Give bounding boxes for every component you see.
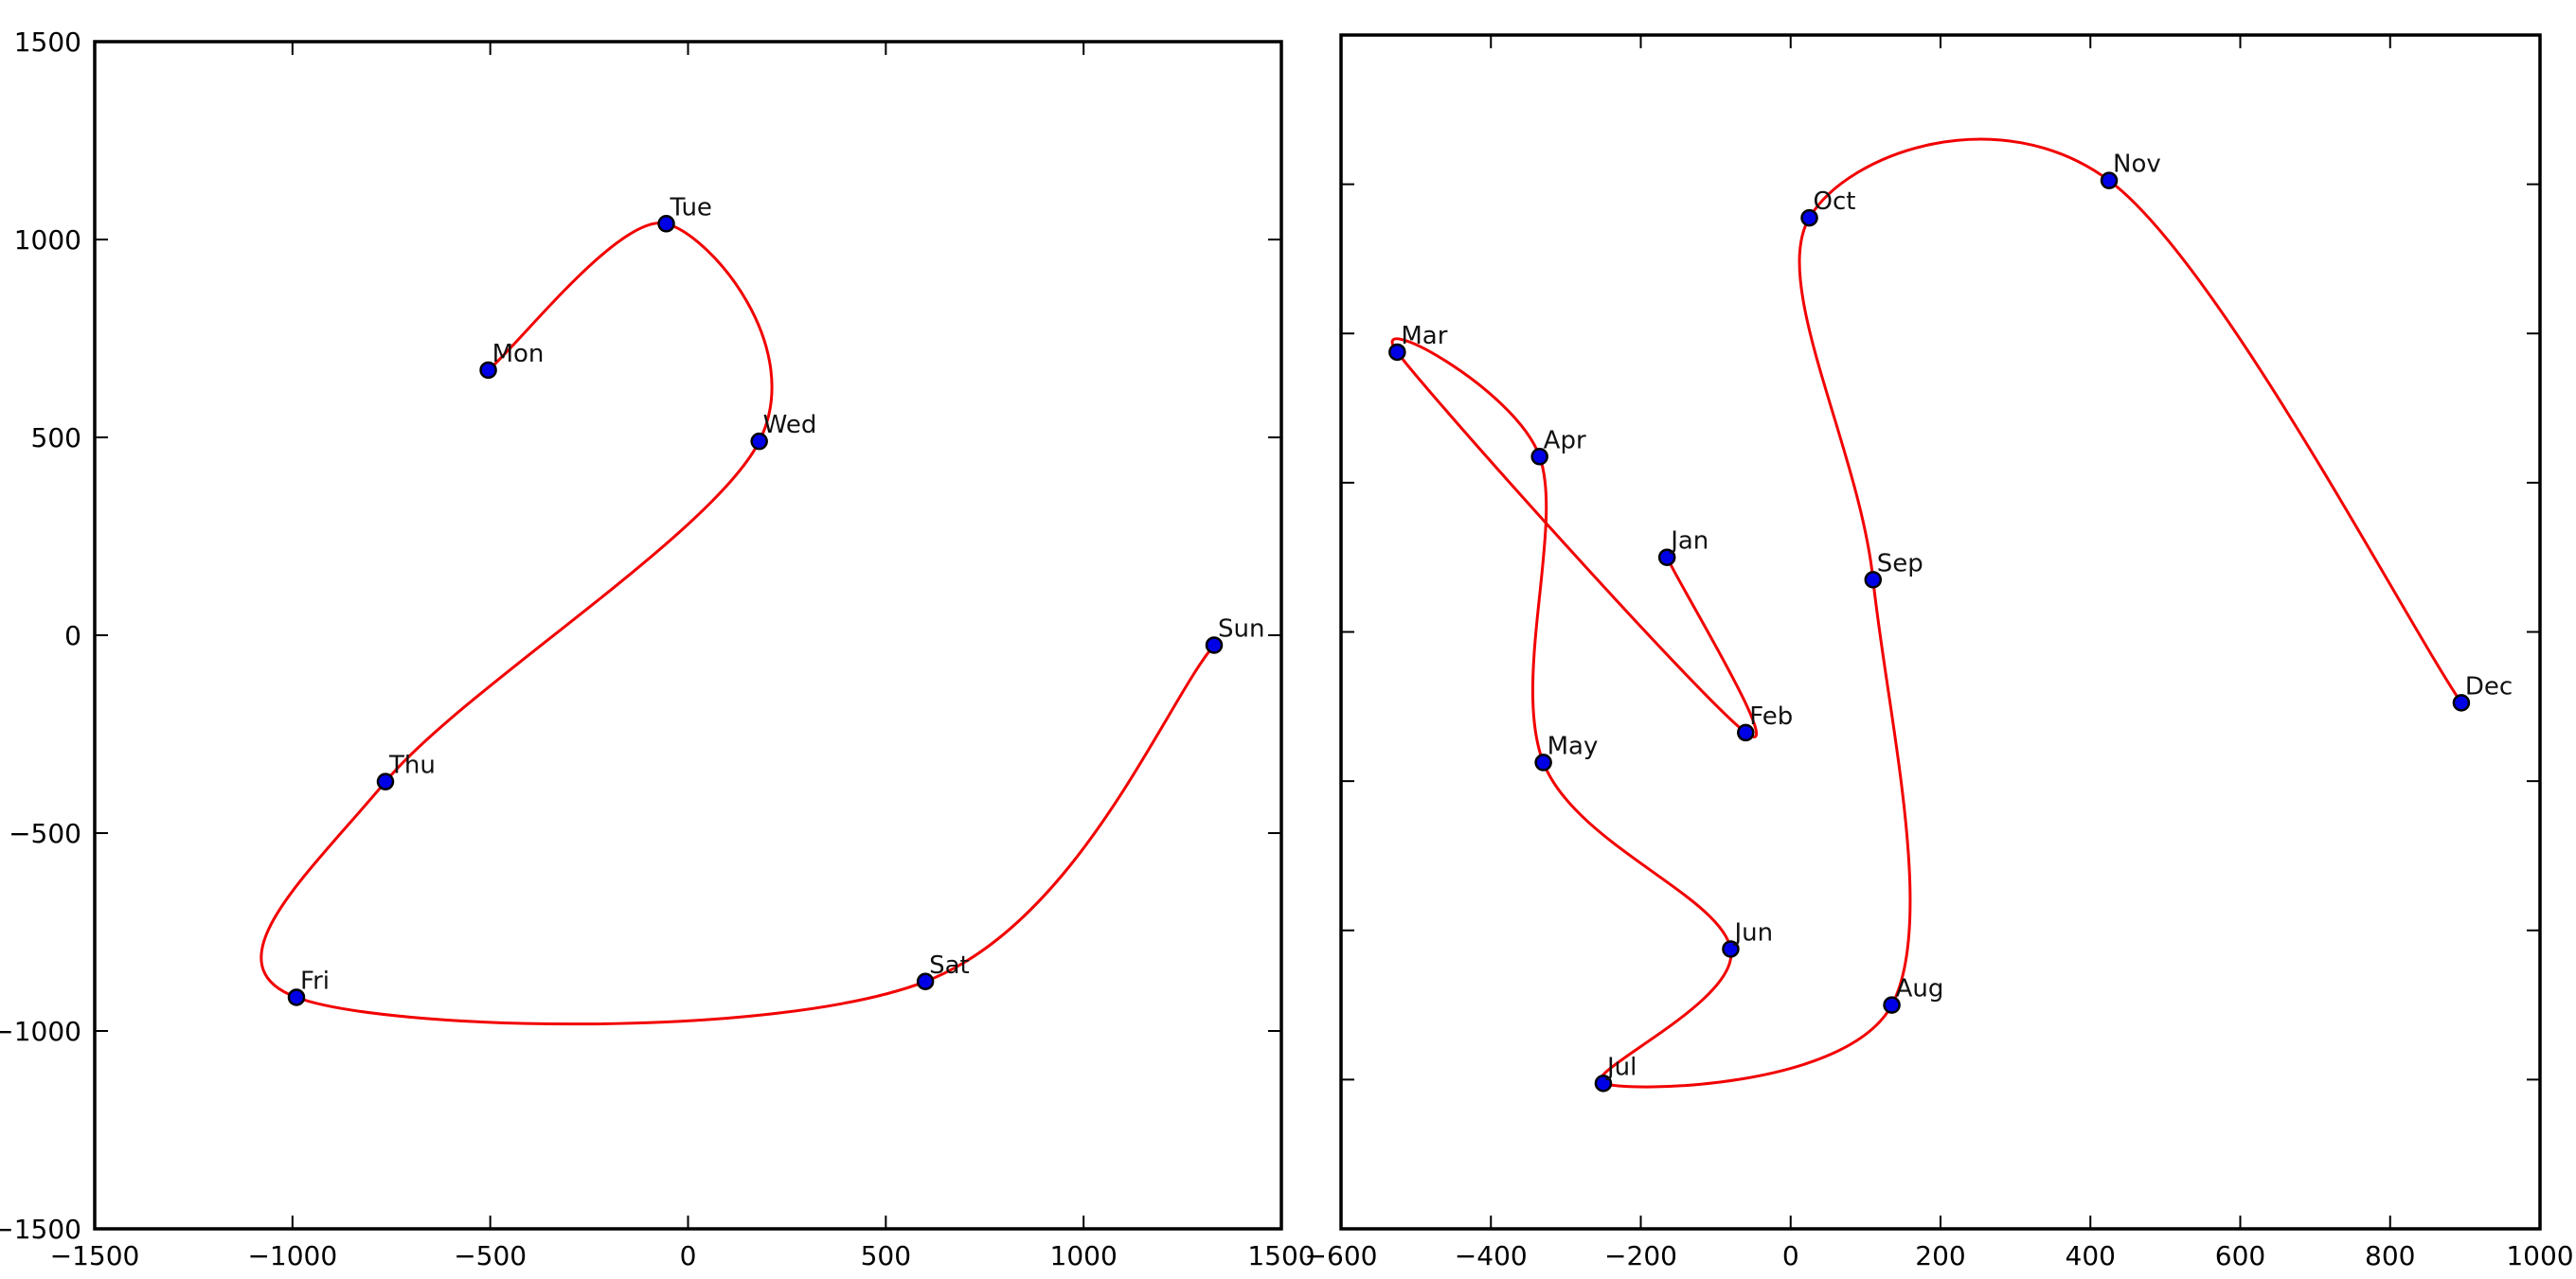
- point-label-mar: Mar: [1401, 322, 1447, 350]
- x-tick-label: −500: [454, 1240, 527, 1271]
- point-label-wed: Wed: [763, 411, 817, 439]
- data-point-feb: [1737, 723, 1755, 742]
- point-label-dec: Dec: [2465, 672, 2513, 701]
- point-label-feb: Feb: [1749, 702, 1793, 731]
- axes-frame: [1339, 33, 2542, 1231]
- point-label-nov: Nov: [2113, 151, 2161, 179]
- point-label-jul: Jul: [1605, 1053, 1637, 1081]
- point-label-may: May: [1547, 732, 1599, 760]
- month-trajectory-plot: −600 −400 −200 0 200 400 600 800 1000 Jan Feb Mar Ap…: [1305, 33, 2574, 1271]
- point-label-jan: Jan: [1669, 527, 1708, 556]
- y-tick-label: −500: [9, 818, 81, 849]
- data-point-aug: [1883, 996, 1901, 1014]
- data-point-mon: [479, 361, 497, 380]
- y-tick-label: 0: [64, 620, 81, 651]
- x-tick-label: −1500: [50, 1240, 140, 1271]
- data-point-may: [1534, 754, 1552, 772]
- x-tick-label: −600: [1305, 1240, 1378, 1271]
- data-point-apr: [1530, 448, 1548, 466]
- x-tick-label: 500: [861, 1240, 911, 1271]
- y-tick-label: 1000: [14, 224, 81, 256]
- point-label-tue: Tue: [670, 193, 712, 222]
- point-label-aug: Aug: [1896, 975, 1944, 1004]
- x-tick-label: 1500: [1247, 1240, 1315, 1271]
- data-point-jul: [1594, 1075, 1613, 1092]
- data-point-jan: [1657, 548, 1676, 566]
- point-label-fri: Fri: [300, 967, 330, 995]
- y-tick-label: 1500: [14, 27, 81, 58]
- x-tick-label: 200: [1915, 1240, 1965, 1271]
- x-tick-label: −400: [1455, 1240, 1528, 1271]
- point-label-oct: Oct: [1814, 187, 1856, 216]
- weekday-trajectory-plot: −1500 −1000 −500 0 500 1000 1500 −1500 −1000 −500…: [0, 27, 1315, 1271]
- point-label-mon: Mon: [492, 340, 545, 368]
- data-point-jun: [1722, 940, 1740, 958]
- x-tick-label: −200: [1604, 1240, 1677, 1271]
- x-tick-label: 0: [680, 1240, 697, 1271]
- x-tick-label: 1000: [1050, 1240, 1118, 1271]
- data-point-sep: [1864, 571, 1883, 589]
- point-label-sep: Sep: [1877, 549, 1923, 577]
- x-tick-label: −1000: [247, 1240, 337, 1271]
- trajectory-curve: [1390, 137, 2463, 1089]
- x-tick-label: 800: [2365, 1240, 2415, 1271]
- data-point-sat: [916, 972, 935, 990]
- data-point-oct: [1800, 208, 1818, 227]
- point-label-thu: Thu: [388, 752, 436, 780]
- x-tick-label: 0: [1782, 1240, 1799, 1271]
- trajectory-curve: [259, 222, 1216, 1026]
- data-point-wed: [750, 432, 768, 451]
- data-point-tue: [657, 215, 675, 233]
- y-tick-label: −1500: [0, 1214, 81, 1245]
- point-label-sun: Sun: [1218, 614, 1264, 643]
- x-tick-label: 600: [2215, 1240, 2265, 1271]
- point-label-jun: Jun: [1732, 918, 1773, 947]
- data-point-sun: [1205, 636, 1224, 654]
- point-label-sat: Sat: [929, 951, 970, 980]
- x-tick-label: 400: [2066, 1240, 2116, 1271]
- point-label-apr: Apr: [1544, 426, 1586, 454]
- data-point-fri: [287, 988, 306, 1006]
- data-point-nov: [2100, 171, 2119, 189]
- y-tick-label: 500: [31, 422, 81, 453]
- x-tick-label: 1000: [2506, 1240, 2573, 1271]
- data-point-mar: [1388, 343, 1406, 362]
- data-point-dec: [2452, 694, 2471, 712]
- y-tick-label: −1000: [0, 1016, 81, 1047]
- data-point-thu: [376, 773, 395, 790]
